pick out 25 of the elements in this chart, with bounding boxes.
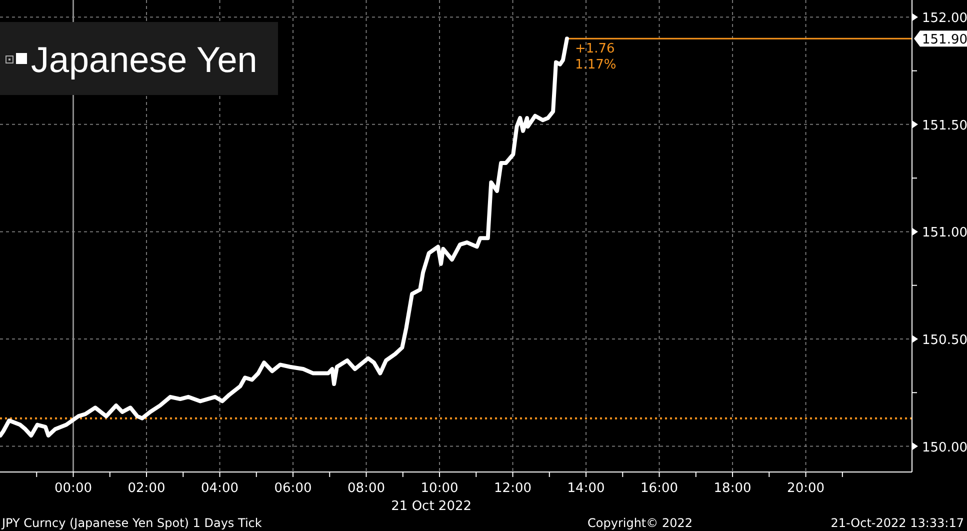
x-axis-title: 21 Oct 2022 (391, 499, 472, 514)
text: Copyright© 2022 (588, 516, 692, 530)
y-tick-label: 152.00 (922, 11, 967, 26)
x-tick-label: 12:00 (494, 481, 532, 496)
y-tick-label: 150.50 (922, 332, 967, 348)
x-tick-label: 20:00 (787, 481, 825, 496)
y-tick-label: 151.50 (922, 118, 967, 134)
annotation: +1.76 (574, 42, 615, 57)
x-tick-label: 00:00 (54, 481, 92, 496)
x-tick-label: 16:00 (640, 481, 678, 496)
line-series (0, 36, 569, 438)
y-tick-label: 150.00 (922, 440, 967, 456)
annotation: 1.17% (574, 58, 616, 73)
text: JPY Curncy (Japanese Yen Spot) 1 Days Tick (1, 516, 262, 530)
x-tick-label: 14:00 (567, 481, 605, 496)
x-tick-label: 04:00 (201, 481, 238, 496)
y-tick-label: 151.00 (922, 226, 967, 241)
legend-label: Japanese Yen (31, 39, 258, 80)
x-tick-label: 08:00 (348, 481, 385, 496)
ref-line-label: 151.90 (922, 32, 967, 48)
text: 21-Oct-2022 13:33:17 (830, 516, 964, 530)
x-tick-label: 18:00 (714, 481, 752, 496)
x-tick-label: 02:00 (128, 481, 166, 496)
x-tick-label: 06:00 (274, 481, 312, 496)
x-tick-label: 10:00 (420, 481, 458, 496)
